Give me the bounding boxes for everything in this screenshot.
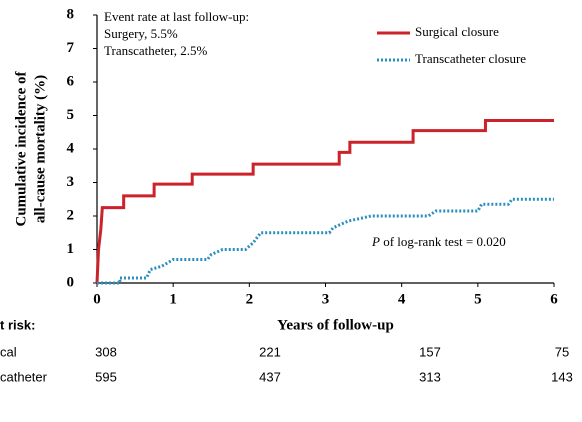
legend-label: Transcatheter closure [415, 51, 526, 66]
y-tick-label: 2 [67, 207, 75, 223]
x-tick-label: 4 [398, 291, 406, 307]
x-tick-label: 6 [550, 291, 558, 307]
series-line [95, 119, 554, 284]
at-risk-label: catheter [0, 369, 48, 384]
y-tick-label: 0 [67, 274, 75, 290]
y-tick-label: 1 [67, 241, 75, 257]
series-line [97, 197, 554, 285]
annotation: Surgery, 5.5% [104, 26, 178, 41]
at-risk-title: t risk: [0, 317, 35, 332]
y-axis-label: Cumulative incidence of [13, 71, 29, 227]
x-tick-label: 2 [246, 291, 254, 307]
at-risk-label: cal [0, 344, 17, 359]
at-risk-value: 157 [419, 344, 441, 359]
at-risk-value: 313 [419, 369, 441, 384]
legend-label: Surgical closure [415, 24, 499, 39]
x-tick-label: 1 [169, 291, 177, 307]
at-risk-value: 308 [95, 344, 117, 359]
y-tick-label: 6 [67, 73, 75, 89]
at-risk-value: 75 [555, 344, 569, 359]
y-axis-label: all-cause mortality (%) [32, 75, 48, 223]
annotation: Transcatheter, 2.5% [104, 43, 208, 58]
p-value: P of log-rank test = 0.020 [371, 234, 506, 249]
x-tick-label: 0 [93, 291, 101, 307]
at-risk-value: 595 [95, 369, 117, 384]
x-tick-label: 5 [474, 291, 482, 307]
y-tick-label: 8 [67, 6, 75, 22]
y-tick-label: 4 [67, 140, 75, 156]
x-axis-label: Years of follow-up [277, 317, 394, 333]
p-text: of log-rank test = 0.020 [380, 234, 506, 249]
annotation: Event rate at last follow-up: [104, 9, 249, 24]
y-tick-label: 7 [67, 40, 75, 56]
at-risk-value: 221 [259, 344, 281, 359]
x-tick-label: 3 [322, 291, 330, 307]
at-risk-value: 437 [259, 369, 281, 384]
y-tick-label: 3 [67, 174, 75, 190]
at-risk-value: 143 [551, 369, 573, 384]
y-tick-label: 5 [67, 107, 75, 123]
p-italic: P [371, 234, 380, 249]
